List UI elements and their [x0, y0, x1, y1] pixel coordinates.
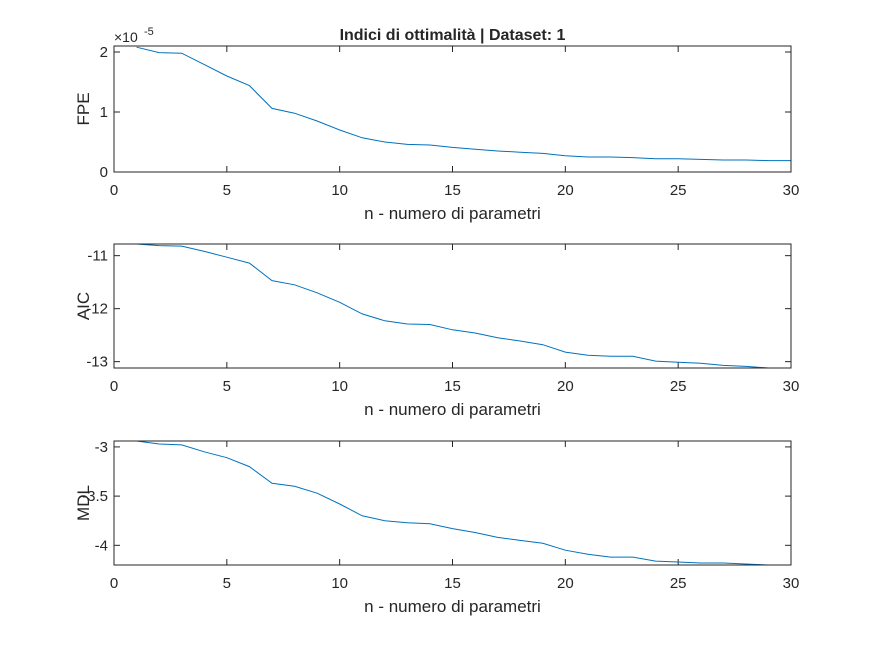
- y-tick-label: 0: [100, 164, 108, 181]
- y-tick-label: 1: [100, 104, 108, 121]
- subplot-mdl: 0 5 10 15 20 25 30 -3 -3.5 -4 n - numero di parame…: [74, 439, 799, 616]
- y-tick-label: 2: [100, 44, 108, 61]
- x-tick-label: 15: [444, 378, 461, 395]
- x-tick-label: 10: [331, 378, 348, 395]
- plot-area-mdl: [114, 441, 791, 565]
- axes-frame-fpe: [113, 45, 792, 173]
- axes-frame-mdl: [113, 440, 792, 566]
- series-line-mdl: [136, 440, 791, 566]
- subplot-aic: 0 5 10 15 20 25 30 -11 -12 -13 n - numero di param…: [74, 243, 800, 419]
- x-tick-label: 20: [557, 575, 574, 592]
- y-axis-label: AIC: [74, 292, 93, 320]
- x-tick-label: 15: [444, 182, 461, 199]
- subplot-fpe: 0 5 10 15 20 25 30 0 1 2 n - numero di parametri FP…: [74, 26, 799, 223]
- x-tick-label: 10: [331, 575, 348, 592]
- subplots: 0 5 10 15 20 25 30 0 1 2 n - numero di parametri FP…: [74, 26, 799, 616]
- y-tick-label: -3: [95, 439, 108, 456]
- series-line-aic: [136, 243, 791, 369]
- y-axis-label: FPE: [74, 92, 93, 125]
- y-tick-label: -12: [86, 301, 108, 318]
- x-tick-label: 5: [223, 575, 231, 592]
- y-tick-label: -13: [86, 354, 108, 371]
- plot-area-aic: [114, 244, 791, 368]
- x-axis-label: n - numero di parametri: [364, 400, 541, 419]
- x-tick-label: 20: [557, 182, 574, 199]
- x-axis-label: n - numero di parametri: [364, 597, 541, 616]
- x-tick-label: 25: [670, 378, 687, 395]
- x-tick-label: 5: [223, 182, 231, 199]
- x-tick-label: 0: [110, 378, 118, 395]
- y-exponent-base: ×10: [114, 29, 138, 45]
- plot-area-fpe: [114, 46, 791, 172]
- x-tick-label: 0: [110, 575, 118, 592]
- x-tick-label: 0: [110, 182, 118, 199]
- x-tick-label: 30: [783, 575, 800, 592]
- x-tick-label: 10: [331, 182, 348, 199]
- x-tick-label: 30: [783, 182, 800, 199]
- y-tick-label: -11: [87, 248, 108, 265]
- x-tick-label: 15: [444, 575, 461, 592]
- y-exponent-power: -5: [144, 26, 154, 38]
- x-tick-label: 30: [783, 378, 800, 395]
- y-axis-label: MDL: [74, 485, 93, 521]
- y-tick-label: -3.5: [82, 488, 108, 505]
- x-tick-label: 25: [670, 182, 687, 199]
- x-tick-label: 25: [670, 575, 687, 592]
- x-tick-label: 5: [223, 378, 231, 395]
- chart-title: Indici di ottimalità | Dataset: 1: [340, 27, 566, 44]
- axes-frame-aic: [113, 243, 792, 369]
- x-tick-label: 20: [557, 378, 574, 395]
- x-axis-label: n - numero di parametri: [364, 204, 541, 223]
- series-line-fpe: [136, 46, 791, 162]
- y-tick-label: -4: [95, 537, 108, 554]
